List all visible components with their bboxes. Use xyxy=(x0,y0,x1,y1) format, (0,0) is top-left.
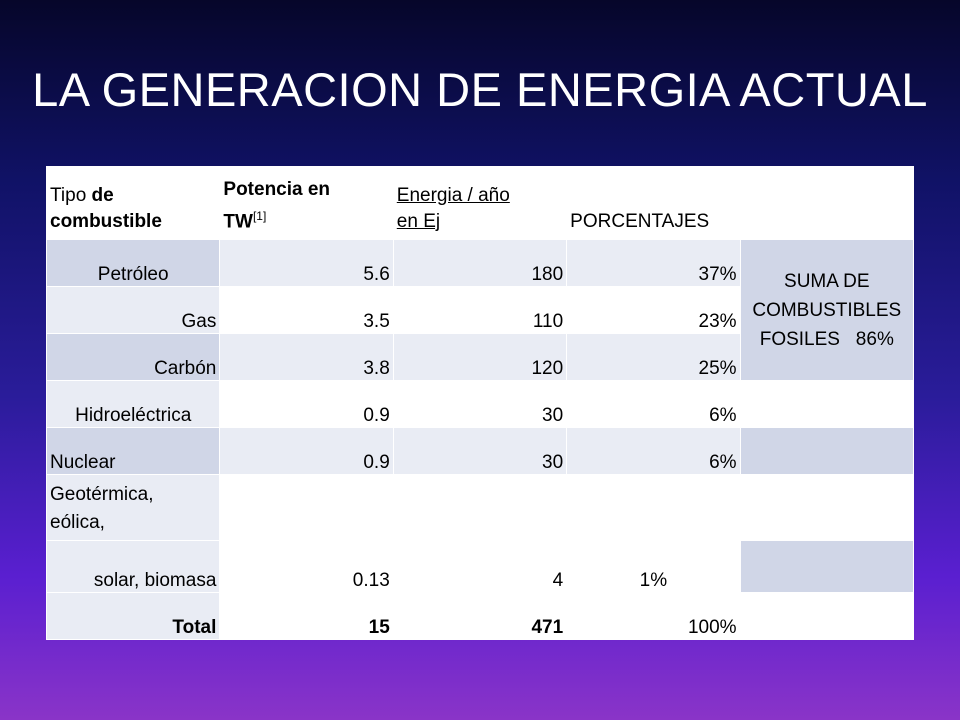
cell-tipo: Gas xyxy=(45,286,221,334)
table-row: solar, biomasa xyxy=(45,540,915,593)
cell-tipo: Total xyxy=(45,592,221,640)
cell-potencia: 3.5 xyxy=(219,286,394,334)
empty-cell xyxy=(739,380,915,428)
cell-porcentaje: 100% xyxy=(566,592,741,640)
energy-table: Tipo de combustible Potencia en TW[1] En… xyxy=(45,166,915,640)
cell-potencia: 3.8 xyxy=(219,333,394,381)
empty-cell xyxy=(739,427,915,475)
cell-potencia: 5.6 xyxy=(219,239,394,287)
header-potencia-footnote[interactable]: [1] xyxy=(252,208,267,223)
cell-potencia: 15 xyxy=(219,592,394,640)
cell-energia: 110 xyxy=(392,286,568,334)
header-tipo-c: combustible xyxy=(50,211,162,232)
fossil-sum-note: SUMA DE COMBUSTIBLES FOSILES 86% xyxy=(739,239,915,381)
header-potencia-a: Potencia en xyxy=(223,178,331,200)
table-row: Petróleo 5.6 180 37% SUMA DE COMBUSTIBLE… xyxy=(45,239,915,381)
cell-porcentaje: 6% xyxy=(566,427,741,475)
cell-porcentaje: 37% xyxy=(566,239,741,287)
slide-title: LA GENERACION DE ENERGIA ACTUAL xyxy=(32,63,928,116)
cell-energia: 30 xyxy=(392,380,568,428)
cell-tipo: Carbón xyxy=(45,333,221,381)
header-potencia-b: TW xyxy=(223,211,253,232)
table-row: Nuclear 0.9 30 6% xyxy=(45,427,915,475)
table-row: Carbón 3.8 120 25% xyxy=(45,333,914,381)
cell-porcentaje: 25% xyxy=(566,333,741,381)
header-energia-a: Energia / año xyxy=(396,185,510,206)
header-tipo-a: Tipo xyxy=(50,185,92,206)
fossil-note-line3: FOSILES 86% xyxy=(759,328,894,350)
cell-porcentaje: 6% xyxy=(566,380,741,428)
cell-potencia: 0.13 xyxy=(219,474,394,593)
renewables-line2: eólica, xyxy=(50,512,105,533)
cell-potencia: 0.9 xyxy=(219,427,394,475)
fossil-note-line1: SUMA DE xyxy=(784,270,870,292)
cell-porcentaje: 1% xyxy=(566,474,741,593)
header-porcentajes: PORCENTAJES xyxy=(566,166,914,240)
cell-energia: 471 xyxy=(392,592,568,640)
cell-tipo: Petróleo xyxy=(45,239,221,287)
cell-tipo: Hidroeléctrica xyxy=(45,380,221,428)
cell-energia: 120 xyxy=(392,333,568,381)
table-row: Gas 3.5 110 23% xyxy=(45,286,914,334)
cell-porcentaje: 23% xyxy=(566,286,741,334)
fossil-note-line2: COMBUSTIBLES xyxy=(752,299,902,321)
header-tipo: Tipo de combustible xyxy=(45,166,221,240)
header-energia: Energia / año en Ej xyxy=(392,166,568,240)
cell-energia: 30 xyxy=(392,427,568,475)
cell-energia: 4 xyxy=(392,474,568,593)
renewables-line1: Geotérmica, xyxy=(50,484,154,505)
table-row: Geotérmica, eólica, 0.13 4 1% xyxy=(45,474,915,593)
empty-cell xyxy=(739,474,915,541)
header-energia-b: en Ej xyxy=(396,211,441,232)
table-row: Hidroeléctrica 0.9 30 6% xyxy=(45,380,915,428)
cell-potencia: 0.9 xyxy=(219,380,394,428)
cell-energia: 180 xyxy=(392,239,568,287)
cell-tipo: Nuclear xyxy=(45,427,221,475)
empty-cell xyxy=(739,540,915,593)
table-row-total: Total 15 471 100% xyxy=(45,592,915,640)
table-header-row: Tipo de combustible Potencia en TW[1] En… xyxy=(45,166,914,240)
empty-cell xyxy=(739,592,915,640)
cell-tipo: Geotérmica, eólica, xyxy=(45,474,221,541)
header-tipo-b: de xyxy=(91,185,114,206)
header-potencia: Potencia en TW[1] xyxy=(219,166,394,240)
cell-tipo: solar, biomasa xyxy=(45,540,221,593)
